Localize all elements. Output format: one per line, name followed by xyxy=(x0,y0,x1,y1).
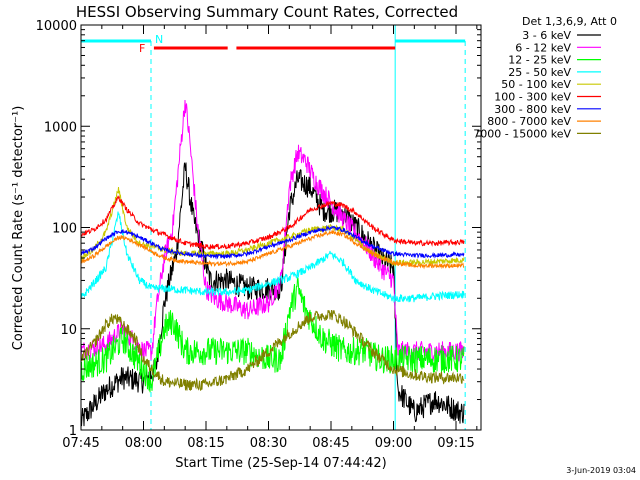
series-line-2 xyxy=(81,277,465,393)
series-line-7 xyxy=(81,230,465,270)
legend-header: Det 1,3,6,9, Att 0 xyxy=(522,15,617,28)
x-tick-label: 08:15 xyxy=(187,436,224,451)
series-line-3 xyxy=(81,211,465,304)
legend-label: 100 - 300 keV xyxy=(494,91,571,104)
legend-label: 6 - 12 keV xyxy=(515,41,571,54)
y-tick-label: 10000 xyxy=(36,19,77,34)
legend-label: 25 - 50 keV xyxy=(508,66,571,79)
y-tick-label: 1000 xyxy=(44,120,77,135)
legend-label: 3 - 6 keV xyxy=(522,29,571,42)
x-tick-label: 08:30 xyxy=(250,436,287,451)
legend-label: 12 - 25 keV xyxy=(508,54,571,67)
y-axis-label: Corrected Count Rate (s⁻¹ detector⁻¹) xyxy=(11,106,26,351)
series-line-5 xyxy=(81,195,465,251)
chart-title: HESSI Observing Summary Count Rates, Cor… xyxy=(76,3,458,21)
x-tick-label: 09:00 xyxy=(375,436,412,451)
flare-label: F xyxy=(139,42,145,55)
footer-date: 3-Jun-2019 03:04 xyxy=(566,466,636,475)
legend-label: 800 - 7000 keV xyxy=(487,115,571,128)
y-tick-label: 1 xyxy=(69,424,77,439)
x-tick-label: 07:45 xyxy=(62,436,99,451)
series-line-6 xyxy=(81,224,465,260)
legend-label: 300 - 800 keV xyxy=(494,103,571,116)
night-label: N xyxy=(155,33,163,46)
x-axis-label: Start Time (25-Sep-14 07:44:42) xyxy=(175,456,386,471)
x-tick-label: 08:45 xyxy=(312,436,349,451)
series-lines xyxy=(81,99,465,427)
legend-label: 7000 - 15000 keV xyxy=(473,127,571,140)
axis-ticks: 1 10 100 1000 10000 07:45 08:00 08:15 08:30 08:45… xyxy=(36,19,481,451)
plot-area: NF 1 10 100 1000 10000 07:45 08:00 08:15 08:30 08… xyxy=(36,19,482,451)
y-tick-label: 100 xyxy=(52,222,77,237)
y-tick-label: 10 xyxy=(60,323,77,338)
x-tick-label: 09:15 xyxy=(437,436,474,451)
series-line-8 xyxy=(81,309,465,391)
legend-label: 50 - 100 keV xyxy=(501,78,571,91)
x-tick-label: 08:00 xyxy=(125,436,162,451)
